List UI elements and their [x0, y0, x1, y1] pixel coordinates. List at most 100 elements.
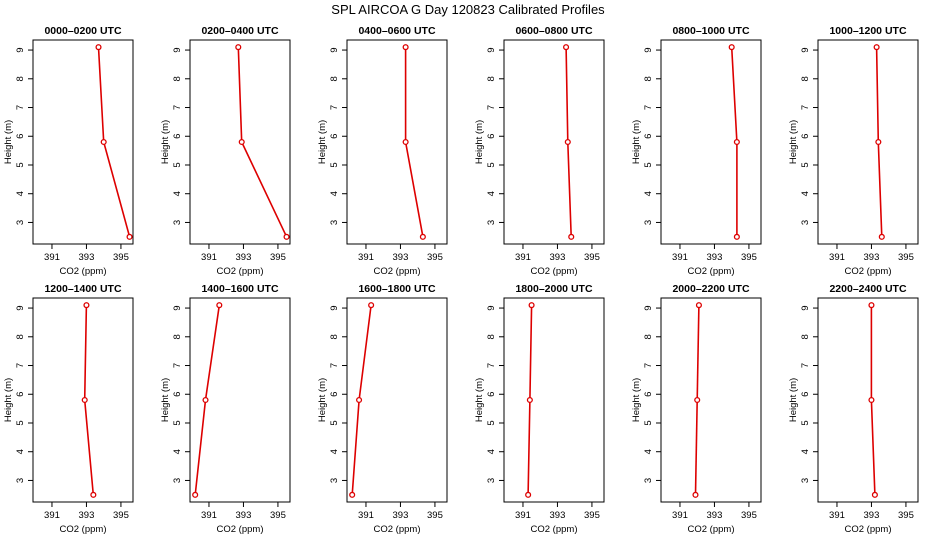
y-tick-label: 9	[172, 47, 183, 52]
y-tick-label: 7	[486, 363, 497, 368]
profile-panel: 1000–1200 UTC 391 393 395 3 4 5 6 7 8 9 CO2 (ppm) He…	[788, 25, 919, 277]
y-tick-label: 4	[643, 191, 654, 196]
x-tick-label: 395	[741, 252, 757, 263]
profile-panel: 1200–1400 UTC 391 393 395 3 4 5 6 7 8 9 CO2 (ppm) He…	[3, 283, 134, 535]
data-point	[192, 491, 199, 498]
y-axis-label: Height (m)	[788, 120, 799, 164]
x-axis-label: CO2 (ppm)	[531, 266, 578, 277]
data-point	[402, 138, 409, 146]
x-tick-label: 393	[707, 252, 723, 263]
plot-frame	[32, 39, 134, 245]
x-tick-label: 391	[515, 252, 531, 263]
x-tick-label: 393	[393, 510, 409, 521]
y-tick-label: 9	[486, 305, 497, 310]
x-tick-label: 391	[672, 252, 688, 263]
y-tick-label: 3	[643, 478, 654, 483]
y-tick-label: 7	[15, 363, 26, 368]
y-tick-label: 3	[329, 220, 340, 225]
y-tick-label: 3	[329, 478, 340, 483]
data-point	[368, 302, 375, 309]
data-point	[525, 491, 532, 498]
data-point	[568, 233, 575, 240]
data-point	[695, 302, 702, 309]
plot-frame	[32, 297, 134, 503]
y-tick-label: 6	[643, 392, 654, 397]
plot-frame	[346, 297, 448, 503]
data-point	[875, 138, 882, 146]
y-tick-label: 8	[329, 76, 340, 81]
x-tick-label: 391	[515, 510, 531, 521]
x-tick-label: 393	[707, 510, 723, 521]
y-tick-label: 7	[329, 105, 340, 110]
y-tick-label: 4	[329, 191, 340, 196]
panel-title: 0600–0800 UTC	[515, 25, 592, 37]
y-axis-label: Height (m)	[788, 378, 799, 422]
profile-panel: 1800–2000 UTC 391 393 395 3 4 5 6 7 8 9 CO2 (ppm) He…	[474, 283, 605, 535]
y-tick-label: 5	[486, 420, 497, 425]
y-tick-label: 5	[643, 420, 654, 425]
figure-title: SPL AIRCOA G Day 120823 Calibrated Profi…	[331, 2, 605, 17]
x-axis-label: CO2 (ppm)	[688, 524, 735, 535]
y-tick-label: 8	[486, 76, 497, 81]
panel-title: 1200–1400 UTC	[44, 283, 121, 295]
x-tick-label: 391	[44, 252, 60, 263]
x-axis-label: CO2 (ppm)	[845, 266, 892, 277]
y-tick-label: 7	[800, 363, 811, 368]
y-tick-label: 4	[15, 449, 26, 454]
y-tick-label: 5	[15, 420, 26, 425]
plot-frame	[189, 39, 291, 245]
y-tick-label: 8	[800, 334, 811, 339]
x-axis-label: CO2 (ppm)	[688, 266, 735, 277]
y-tick-label: 9	[486, 47, 497, 52]
panel-title: 1000–1200 UTC	[829, 25, 906, 37]
y-tick-label: 5	[486, 162, 497, 167]
x-axis-label: CO2 (ppm)	[845, 524, 892, 535]
y-tick-label: 4	[15, 191, 26, 196]
data-point	[873, 44, 880, 51]
y-tick-label: 3	[800, 220, 811, 225]
y-tick-label: 7	[486, 105, 497, 110]
data-point	[216, 302, 223, 309]
plot-frame	[817, 39, 919, 245]
x-axis-label: CO2 (ppm)	[60, 524, 107, 535]
y-tick-label: 5	[800, 162, 811, 167]
x-tick-label: 395	[113, 510, 129, 521]
y-tick-label: 6	[15, 392, 26, 397]
y-tick-label: 5	[172, 420, 183, 425]
plot-frame	[660, 39, 762, 245]
y-tick-label: 3	[172, 220, 183, 225]
x-tick-label: 395	[741, 510, 757, 521]
y-axis-label: Height (m)	[631, 378, 642, 422]
profile-panel: 2000–2200 UTC 391 393 395 3 4 5 6 7 8 9 CO2 (ppm) He…	[631, 283, 762, 535]
x-tick-label: 393	[393, 252, 409, 263]
y-tick-label: 9	[800, 47, 811, 52]
x-tick-label: 395	[898, 252, 914, 263]
y-tick-label: 3	[486, 478, 497, 483]
panel-title: 0000–0200 UTC	[44, 25, 121, 37]
panel-title: 0400–0600 UTC	[358, 25, 435, 37]
panel-title: 0200–0400 UTC	[201, 25, 278, 37]
y-tick-label: 3	[15, 220, 26, 225]
x-tick-label: 395	[270, 252, 286, 263]
x-axis-label: CO2 (ppm)	[374, 524, 421, 535]
y-tick-label: 9	[329, 305, 340, 310]
x-axis-label: CO2 (ppm)	[531, 524, 578, 535]
y-tick-label: 8	[800, 76, 811, 81]
panel-title: 2000–2200 UTC	[672, 283, 749, 295]
x-tick-label: 391	[829, 510, 845, 521]
data-point	[126, 233, 133, 240]
panel-title: 1600–1800 UTC	[358, 283, 435, 295]
y-tick-label: 6	[15, 134, 26, 139]
y-tick-label: 7	[172, 363, 183, 368]
data-point	[692, 491, 699, 498]
panel-title: 0800–1000 UTC	[672, 25, 749, 37]
y-tick-label: 4	[800, 191, 811, 196]
x-tick-label: 391	[358, 510, 374, 521]
x-tick-label: 395	[898, 510, 914, 521]
x-tick-label: 391	[201, 252, 217, 263]
y-tick-label: 6	[643, 134, 654, 139]
y-axis-label: Height (m)	[160, 120, 171, 164]
y-tick-label: 5	[800, 420, 811, 425]
